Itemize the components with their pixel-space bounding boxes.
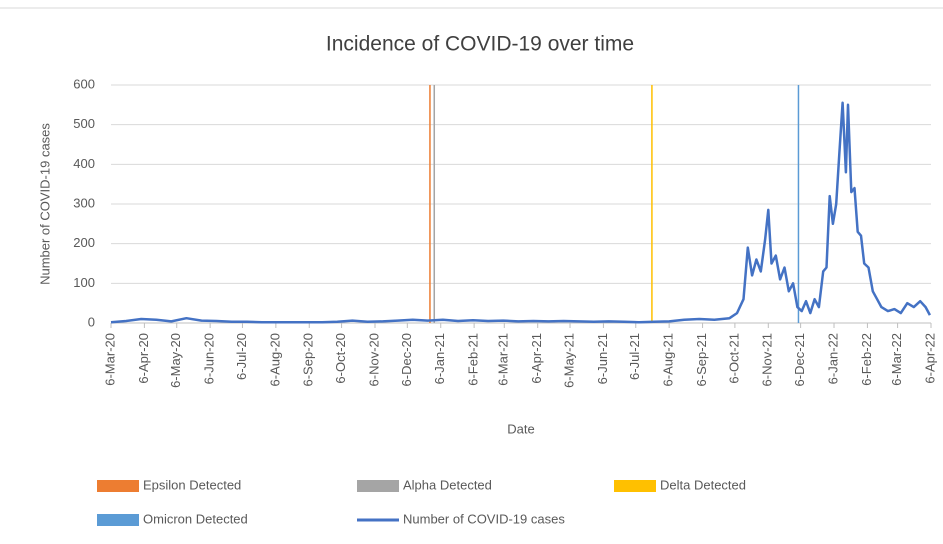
chart-title: Incidence of COVID-19 over time — [326, 33, 634, 56]
legend-label: Number of COVID-19 cases — [403, 511, 565, 526]
legend-swatch — [97, 514, 139, 526]
x-tick-label: 6-Nov-20 — [366, 333, 381, 386]
x-tick-label: 6-May-20 — [168, 333, 183, 388]
x-tick-label: 6-Jan-21 — [432, 333, 447, 384]
x-tick-label: 6-Apr-21 — [529, 333, 544, 384]
x-tick-label: 6-Feb-21 — [466, 333, 481, 386]
x-tick-label: 6-Jul-20 — [234, 333, 249, 380]
x-tick-label: 6-Dec-20 — [399, 333, 414, 386]
legend-swatch — [357, 480, 399, 492]
x-tick-label: 6-Mar-21 — [496, 333, 511, 386]
legend-label: Delta Detected — [660, 477, 746, 492]
data-line — [110, 101, 932, 324]
y-tick-label: 200 — [73, 235, 95, 250]
legend-label: Epsilon Detected — [143, 477, 241, 492]
x-tick-label: 6-Feb-22 — [859, 333, 874, 386]
x-tick-label: 6-Aug-21 — [661, 333, 676, 386]
x-tick-label: 6-Sep-20 — [301, 333, 316, 386]
y-tick-label: 600 — [73, 76, 95, 91]
x-tick-label: 6-May-21 — [561, 333, 576, 388]
y-tick-label: 500 — [73, 116, 95, 131]
x-tick-label: 6-Jun-21 — [595, 333, 610, 384]
x-tick-label: 6-Apr-20 — [136, 333, 151, 384]
x-tick-label: 6-Nov-21 — [760, 333, 775, 386]
y-tick-label: 400 — [73, 156, 95, 171]
y-tick-label: 0 — [88, 314, 95, 329]
legend-label: Alpha Detected — [403, 477, 492, 492]
legend-label: Omicron Detected — [143, 511, 248, 526]
x-tick-label: 6-Oct-21 — [726, 333, 741, 384]
x-tick-label: 6-Mar-22 — [889, 333, 904, 386]
x-tick-label: 6-Aug-20 — [267, 333, 282, 386]
x-tick-label: 6-Apr-22 — [922, 333, 937, 384]
y-axis-label: Number of COVID-19 cases — [37, 123, 52, 285]
x-tick-label: 6-Jan-22 — [825, 333, 840, 384]
x-axis-label: Date — [507, 421, 534, 436]
x-tick-label: 6-Sep-21 — [694, 333, 709, 386]
x-tick-label: 6-Jul-21 — [627, 333, 642, 380]
legend-swatch — [97, 480, 139, 492]
x-tick-label: 6-Oct-20 — [333, 333, 348, 384]
x-tick-label: 6-Jun-20 — [202, 333, 217, 384]
y-tick-label: 100 — [73, 275, 95, 290]
x-tick-label: 6-Dec-21 — [792, 333, 807, 386]
legend-swatch — [614, 480, 656, 492]
x-tick-label: 6-Mar-20 — [102, 333, 117, 386]
y-tick-label: 300 — [73, 195, 95, 210]
